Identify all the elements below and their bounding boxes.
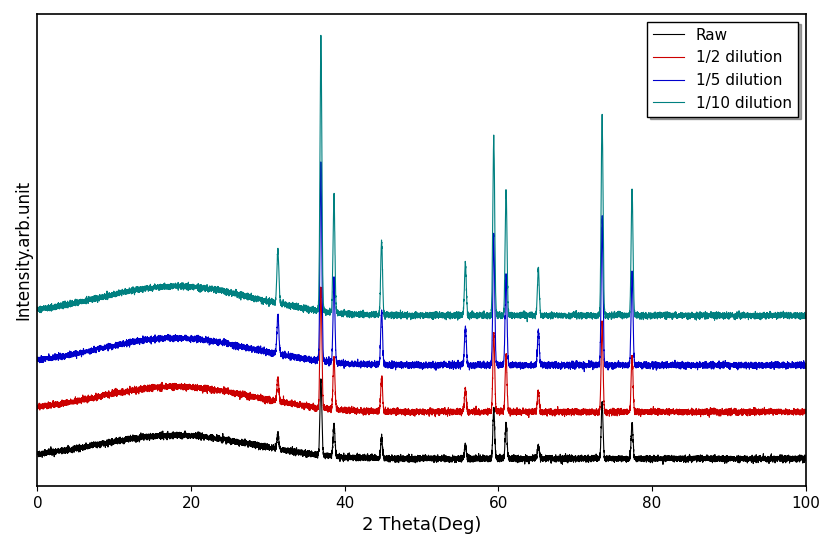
1/2 dilution (801, 408, 811, 414)
Raw (73, 443, 83, 449)
Raw (316, 376, 326, 383)
1/5 dilution (33, 357, 43, 364)
Raw (231, 439, 241, 446)
1/2 dilution (524, 414, 534, 421)
Raw (437, 454, 447, 461)
Line: 1/2 dilution: 1/2 dilution (38, 287, 806, 418)
1/10 dilution (522, 318, 532, 325)
1/5 dilution (231, 341, 241, 348)
1/5 dilution (500, 335, 510, 342)
1/2 dilution (500, 393, 510, 399)
1/5 dilution (580, 368, 590, 375)
1/10 dilution (147, 283, 157, 289)
Raw (147, 435, 157, 442)
Legend: Raw, 1/2 dilution, 1/5 dilution, 1/10 dilution: Raw, 1/2 dilution, 1/5 dilution, 1/10 di… (647, 21, 798, 117)
1/10 dilution (500, 278, 510, 285)
1/5 dilution (437, 363, 447, 370)
1/5 dilution (426, 363, 436, 370)
1/10 dilution (437, 311, 447, 317)
1/2 dilution (147, 381, 157, 388)
Raw (500, 447, 510, 453)
1/10 dilution (801, 315, 811, 322)
Line: Raw: Raw (38, 379, 806, 464)
1/2 dilution (73, 398, 83, 404)
1/2 dilution (33, 402, 43, 408)
Y-axis label: Intensity.arb.unit: Intensity.arb.unit (14, 180, 32, 320)
1/2 dilution (231, 389, 241, 396)
1/10 dilution (73, 298, 83, 305)
1/2 dilution (437, 410, 447, 416)
Raw (426, 454, 436, 461)
1/5 dilution (73, 349, 83, 355)
1/2 dilution (316, 284, 326, 290)
Raw (33, 450, 43, 456)
X-axis label: 2 Theta(Deg): 2 Theta(Deg) (362, 516, 481, 534)
Line: 1/10 dilution: 1/10 dilution (38, 35, 806, 322)
Line: 1/5 dilution: 1/5 dilution (38, 162, 806, 372)
1/10 dilution (316, 32, 326, 38)
1/10 dilution (231, 290, 241, 297)
Raw (658, 461, 668, 467)
1/10 dilution (426, 311, 436, 317)
1/5 dilution (147, 337, 157, 344)
Raw (801, 456, 811, 463)
1/5 dilution (316, 158, 326, 165)
1/5 dilution (801, 362, 811, 368)
1/10 dilution (33, 306, 43, 312)
1/2 dilution (426, 405, 436, 412)
